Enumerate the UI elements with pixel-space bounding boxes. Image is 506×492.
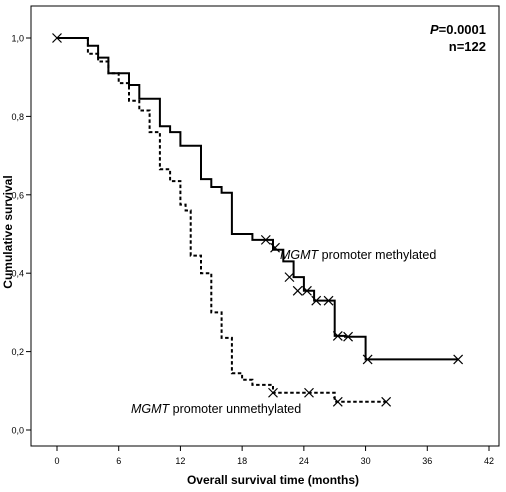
censor-mark-unmethylated [304,387,314,398]
censor-mark-methylated [343,331,354,342]
y-axis-ticks: 0,0 0,2 0,4 0,6 0,8 1,0 [11,34,31,436]
series-line-unmethylated [57,37,387,403]
plot-frame [30,5,500,447]
censor-mark-unmethylated [381,396,392,407]
censor-mark-unmethylated [268,387,278,398]
x-axis-ticks: 0 6 12 18 24 30 36 42 [54,446,494,466]
x-tick-label: 24 [299,456,309,466]
y-tick-label: 0,6 [11,190,24,200]
x-tick-label: 30 [361,456,371,466]
series-label-methylated: MGMT promoter methylated [280,248,436,262]
x-tick-label: 12 [175,456,185,466]
censor-mark-methylated [332,330,343,341]
y-tick-label: 0,4 [11,269,24,279]
censor-mark-methylated [270,242,280,253]
y-tick-label: 0,8 [11,112,24,122]
series-label-unmethylated: MGMT promoter unmethylated [131,402,301,416]
censor-mark-methylated [453,354,464,365]
p-value-text: P=0.0001 [430,22,486,37]
censor-mark-methylated [323,295,334,306]
x-tick-label: 42 [484,456,494,466]
x-axis-label: Overall survival time (months) [187,473,359,487]
x-tick-label: 18 [237,456,247,466]
y-tick-label: 0,0 [11,426,24,436]
censor-mark-methylated [292,285,303,296]
x-tick-label: 6 [116,456,121,466]
y-axis-label: Cumulative survival [1,175,15,288]
censor-mark-methylated [260,234,271,245]
n-text: n=122 [449,39,486,54]
censor-mark-unmethylated [332,396,343,407]
y-tick-label: 0,2 [11,347,24,357]
x-tick-label: 36 [422,456,432,466]
y-tick-label: 1,0 [11,34,24,44]
series-layer [52,33,464,407]
censor-mark-methylated [362,354,373,365]
censor-mark-methylated [311,295,322,306]
x-tick-label: 0 [54,456,59,466]
censor-mark-methylated [284,272,295,283]
censor-mark-methylated [302,285,312,296]
